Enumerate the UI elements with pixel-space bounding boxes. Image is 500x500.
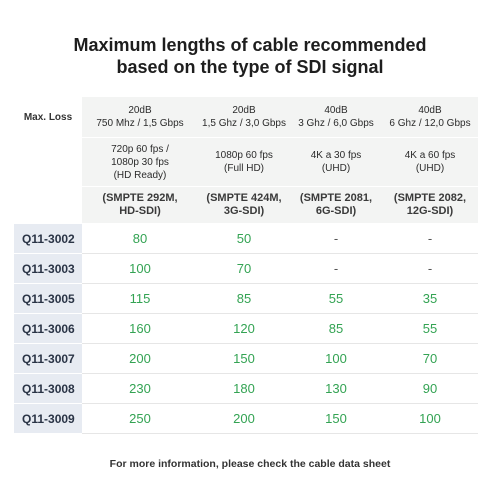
max-loss-label: Max. Loss <box>14 97 82 138</box>
length-value: 150 <box>198 343 290 374</box>
loss-value: 40dB <box>324 105 348 116</box>
header-resolution-cell: 1080p 60 fps (Full HD) <box>198 137 290 187</box>
resolution-line: 1080p 60 fps <box>215 150 273 161</box>
length-value: - <box>290 253 382 284</box>
smpte-line: (SMPTE 292M, <box>102 192 178 204</box>
length-value: - <box>382 223 478 254</box>
table-row: Q11-3007 200 150 100 70 <box>14 343 478 374</box>
model-code: Q11-3003 <box>14 253 82 284</box>
length-value: 250 <box>82 403 198 434</box>
length-value: 100 <box>382 403 478 434</box>
resolution-line: (UHD) <box>321 163 351 174</box>
length-value: 200 <box>198 403 290 434</box>
resolution-line: (Full HD) <box>224 163 264 174</box>
model-code: Q11-3002 <box>14 223 82 254</box>
resolution-line: 1080p 30 fps <box>111 156 169 168</box>
resolution-line: 4K a 60 fps <box>404 150 456 161</box>
length-value: 115 <box>82 283 198 314</box>
model-code: Q11-3006 <box>14 313 82 344</box>
smpte-line: (SMPTE 2082, <box>393 192 467 204</box>
length-value: 100 <box>82 253 198 284</box>
smpte-line: (SMPTE 424M, <box>206 192 282 204</box>
length-value: 35 <box>382 283 478 314</box>
header-smpte-cell: (SMPTE 2082, 12G-SDI) <box>382 186 478 224</box>
smpte-line: (SMPTE 2081, <box>299 192 373 204</box>
header-loss-cell: 20dB 750 Mhz / 1,5 Gbps <box>82 97 198 138</box>
resolution-line: (HD Ready) <box>113 169 167 181</box>
model-code: Q11-3008 <box>14 373 82 404</box>
length-value: 180 <box>198 373 290 404</box>
length-value: 200 <box>82 343 198 374</box>
length-value: 90 <box>382 373 478 404</box>
length-value: - <box>290 223 382 254</box>
header-row-loss: Max. Loss 20dB 750 Mhz / 1,5 Gbps 20dB 1… <box>14 97 478 138</box>
length-value: 85 <box>198 283 290 314</box>
length-value: 160 <box>82 313 198 344</box>
length-value: 100 <box>290 343 382 374</box>
header-resolution-cell: 4K a 60 fps (UHD) <box>382 137 478 187</box>
empty-corner <box>14 186 82 224</box>
resolution-line: (UHD) <box>415 163 445 174</box>
header-row-resolution: 720p 60 fps / 1080p 30 fps (HD Ready) 10… <box>14 137 478 187</box>
table-row: Q11-3006 160 120 85 55 <box>14 313 478 344</box>
smpte-line: HD-SDI) <box>119 205 161 217</box>
header-row-smpte: (SMPTE 292M, HD-SDI) (SMPTE 424M, 3G-SDI… <box>14 186 478 224</box>
page-title: Maximum lengths of cable recommended bas… <box>0 34 500 78</box>
table-row: Q11-3005 115 85 55 35 <box>14 283 478 314</box>
header-resolution-cell: 720p 60 fps / 1080p 30 fps (HD Ready) <box>82 137 198 187</box>
table-row: Q11-3009 250 200 150 100 <box>14 403 478 434</box>
length-value: 85 <box>290 313 382 344</box>
length-value: 50 <box>198 223 290 254</box>
header-loss-cell: 20dB 1,5 Ghz / 3,0 Gbps <box>198 97 290 138</box>
footnote: For more information, please check the c… <box>109 458 391 470</box>
length-value: 230 <box>82 373 198 404</box>
length-value: 55 <box>290 283 382 314</box>
length-value: 70 <box>382 343 478 374</box>
bandwidth-value: 1,5 Ghz / 3,0 Gbps <box>202 118 286 129</box>
header-smpte-cell: (SMPTE 292M, HD-SDI) <box>82 186 198 224</box>
resolution-line: 720p 60 fps / <box>111 143 169 155</box>
resolution-line: 4K a 30 fps <box>310 150 362 161</box>
table-row: Q11-3003 100 70 - - <box>14 253 478 284</box>
loss-value: 20dB <box>128 105 152 116</box>
header-smpte-cell: (SMPTE 2081, 6G-SDI) <box>290 186 382 224</box>
title-line-1: Maximum lengths of cable recommended <box>73 35 427 55</box>
length-value: 55 <box>382 313 478 344</box>
length-value: - <box>382 253 478 284</box>
table-row: Q11-3002 80 50 - - <box>14 223 478 254</box>
header-loss-cell: 40dB 6 Ghz / 12,0 Gbps <box>382 97 478 138</box>
model-code: Q11-3009 <box>14 403 82 434</box>
model-code: Q11-3007 <box>14 343 82 374</box>
length-value: 120 <box>198 313 290 344</box>
title-line-2: based on the type of SDI signal <box>116 57 384 77</box>
smpte-line: 6G-SDI) <box>315 205 357 217</box>
length-value: 80 <box>82 223 198 254</box>
loss-value: 20dB <box>232 105 256 116</box>
bandwidth-value: 3 Ghz / 6,0 Gbps <box>298 118 374 129</box>
model-code: Q11-3005 <box>14 283 82 314</box>
length-value: 70 <box>198 253 290 284</box>
header-smpte-cell: (SMPTE 424M, 3G-SDI) <box>198 186 290 224</box>
length-value: 130 <box>290 373 382 404</box>
header-loss-cell: 40dB 3 Ghz / 6,0 Gbps <box>290 97 382 138</box>
bandwidth-value: 6 Ghz / 12,0 Gbps <box>389 118 471 129</box>
bandwidth-value: 750 Mhz / 1,5 Gbps <box>96 118 184 129</box>
length-value: 150 <box>290 403 382 434</box>
loss-value: 40dB <box>418 105 442 116</box>
header-resolution-cell: 4K a 30 fps (UHD) <box>290 137 382 187</box>
cable-length-table: Max. Loss 20dB 750 Mhz / 1,5 Gbps 20dB 1… <box>14 97 478 434</box>
smpte-line: 12G-SDI) <box>406 205 454 217</box>
smpte-line: 3G-SDI) <box>223 205 265 217</box>
empty-corner <box>14 137 82 187</box>
table-row: Q11-3008 230 180 130 90 <box>14 373 478 404</box>
